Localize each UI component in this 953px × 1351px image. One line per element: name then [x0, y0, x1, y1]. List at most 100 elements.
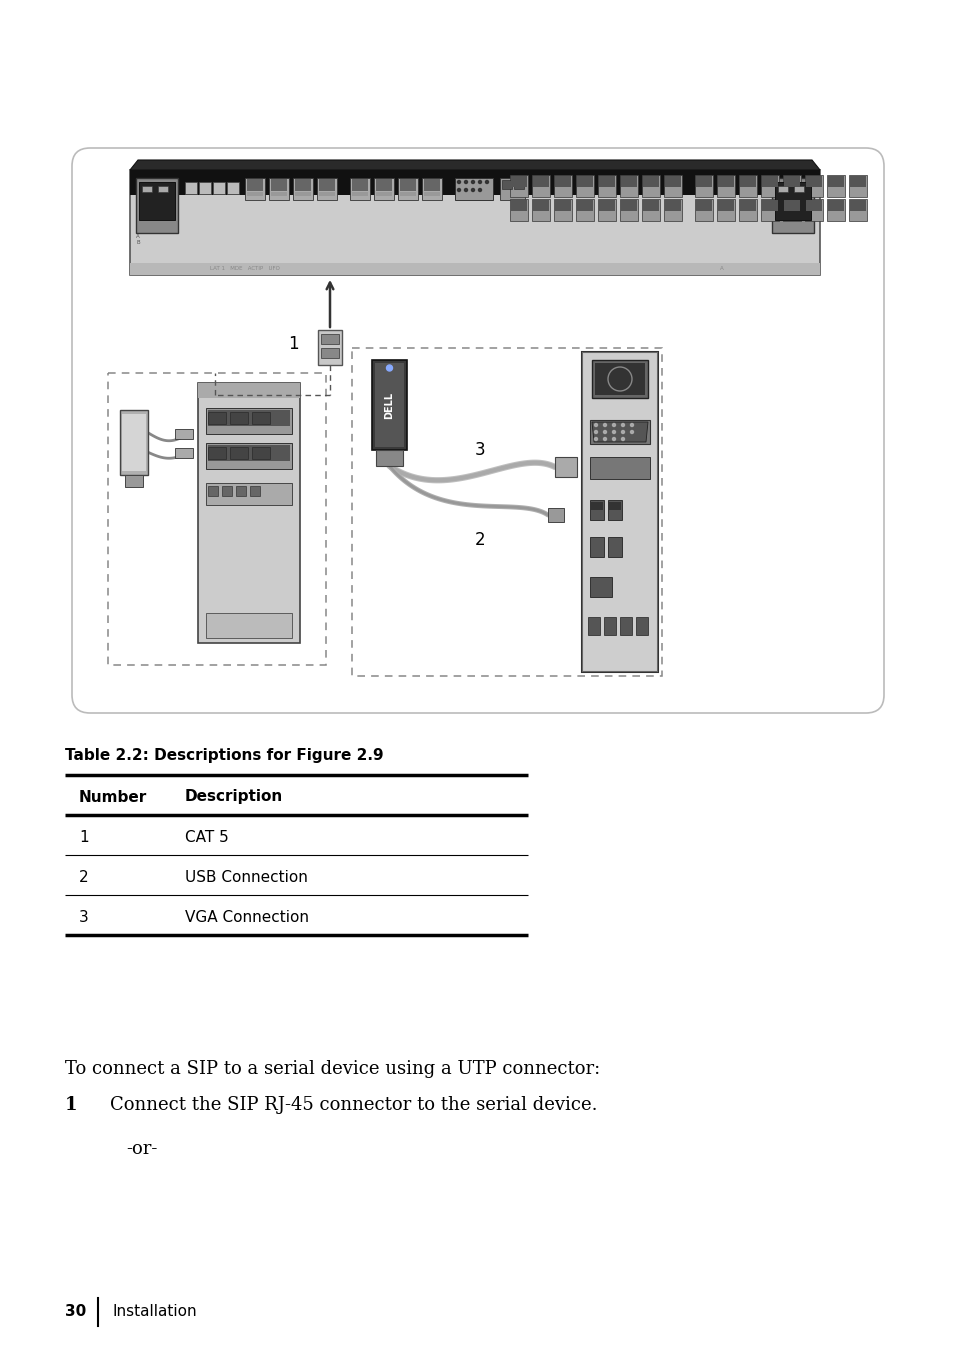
Bar	[827, 200, 843, 211]
Bar	[510, 176, 527, 197]
Bar	[501, 180, 512, 189]
Circle shape	[594, 431, 597, 434]
Bar	[206, 484, 292, 505]
Text: Description: Description	[185, 789, 283, 804]
Text: LAT 1   MDE   ACTIP   UFO: LAT 1 MDE ACTIP UFO	[210, 266, 279, 272]
Bar	[663, 199, 681, 222]
Bar	[317, 330, 341, 365]
Bar	[125, 476, 143, 486]
Bar	[397, 178, 417, 200]
Circle shape	[603, 431, 606, 434]
Bar	[598, 199, 616, 222]
Bar	[316, 178, 336, 200]
Bar	[208, 486, 218, 496]
Bar	[213, 182, 225, 195]
Bar	[375, 363, 403, 447]
Bar	[589, 500, 603, 520]
Bar	[589, 457, 649, 480]
Circle shape	[603, 423, 606, 427]
Bar	[636, 617, 647, 635]
Bar	[641, 199, 659, 222]
Bar	[293, 178, 313, 200]
Bar	[554, 199, 572, 222]
Text: Connect the SIP RJ-45 connector to the serial device.: Connect the SIP RJ-45 connector to the s…	[110, 1096, 597, 1115]
Bar	[592, 359, 647, 399]
FancyBboxPatch shape	[71, 149, 883, 713]
Bar	[247, 192, 263, 196]
Bar	[620, 200, 637, 211]
Bar	[761, 176, 778, 186]
Bar	[577, 200, 593, 211]
Bar	[532, 176, 550, 197]
Text: 1: 1	[65, 1096, 77, 1115]
Bar	[318, 192, 335, 196]
Bar	[375, 178, 392, 190]
Circle shape	[612, 431, 615, 434]
Bar	[142, 186, 152, 192]
Bar	[208, 444, 290, 461]
Text: A: A	[720, 266, 723, 272]
Bar	[849, 176, 865, 186]
Bar	[827, 176, 843, 186]
Bar	[247, 178, 263, 190]
Text: Number: Number	[79, 789, 147, 804]
Circle shape	[478, 181, 481, 184]
Bar	[793, 186, 803, 192]
Circle shape	[386, 365, 392, 372]
Bar	[804, 199, 822, 222]
Bar	[761, 200, 778, 211]
Circle shape	[471, 181, 474, 184]
Bar	[642, 176, 659, 186]
Circle shape	[620, 438, 624, 440]
Bar	[642, 200, 659, 211]
Bar	[598, 176, 616, 197]
Bar	[352, 192, 368, 196]
Bar	[514, 180, 523, 189]
Bar	[235, 486, 246, 496]
Text: 2: 2	[79, 870, 89, 885]
Circle shape	[594, 423, 597, 427]
Bar	[804, 176, 822, 197]
Text: 3: 3	[79, 909, 89, 924]
Circle shape	[464, 181, 467, 184]
Bar	[130, 263, 820, 276]
Circle shape	[471, 189, 474, 192]
Bar	[185, 182, 196, 195]
Bar	[375, 192, 392, 196]
Bar	[206, 613, 292, 638]
Bar	[208, 412, 226, 424]
Bar	[663, 176, 681, 197]
Bar	[595, 363, 644, 394]
Bar	[555, 457, 577, 477]
Bar	[399, 178, 416, 190]
Bar	[782, 199, 801, 222]
Bar	[423, 192, 439, 196]
Bar	[607, 536, 621, 557]
Bar	[245, 178, 265, 200]
Bar	[771, 178, 813, 232]
Bar	[252, 447, 270, 459]
Bar	[294, 192, 311, 196]
Circle shape	[603, 438, 606, 440]
Bar	[581, 353, 658, 671]
Bar	[271, 178, 287, 190]
Bar	[222, 486, 232, 496]
Bar	[590, 503, 602, 509]
Bar	[122, 413, 146, 471]
Bar	[352, 178, 368, 190]
Bar	[619, 199, 638, 222]
Bar	[198, 382, 299, 643]
Bar	[547, 508, 563, 521]
Bar	[252, 412, 270, 424]
Bar	[532, 199, 550, 222]
Bar	[198, 382, 299, 399]
Bar	[555, 200, 571, 211]
Bar	[760, 199, 779, 222]
Bar	[739, 199, 757, 222]
Polygon shape	[592, 422, 647, 442]
Text: DELL: DELL	[384, 392, 395, 419]
Text: 3: 3	[475, 440, 485, 459]
Text: A: A	[136, 234, 140, 239]
Text: 2: 2	[475, 531, 485, 549]
Bar	[318, 178, 335, 190]
